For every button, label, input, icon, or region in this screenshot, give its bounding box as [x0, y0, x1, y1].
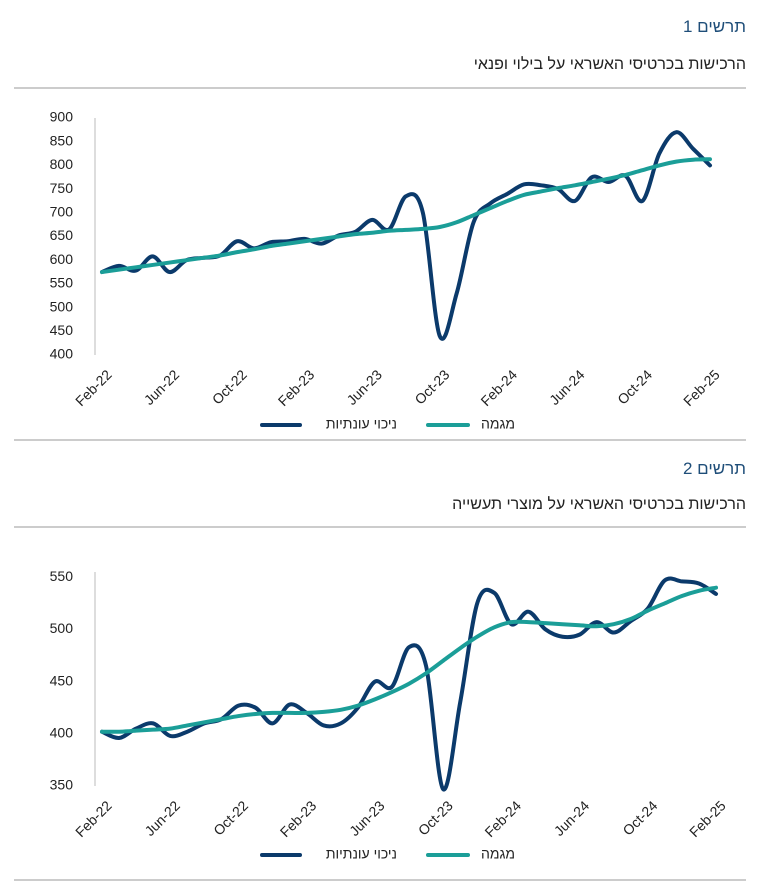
y-tick-label: 700: [50, 204, 74, 220]
x-tick-label: Jun-23: [346, 797, 388, 839]
x-tick-label: Oct-23: [411, 366, 452, 407]
y-tick-label: 450: [50, 322, 74, 338]
y-tick-label: 850: [50, 132, 74, 148]
figure-label: תרשים 2: [682, 459, 746, 478]
legend-label: מגמה: [481, 416, 515, 432]
x-tick-label: Oct-22: [209, 366, 250, 407]
y-tick-label: 900: [50, 109, 74, 125]
series-line: [100, 585, 718, 734]
x-tick-label: Feb-24: [481, 797, 524, 840]
y-tick-label: 500: [50, 620, 74, 636]
x-tick-label: Feb-23: [277, 797, 320, 840]
x-tick-label: Oct-22: [210, 797, 251, 838]
x-tick-label: Jun-24: [546, 366, 588, 408]
series-line: [100, 130, 712, 341]
x-tick-label: Feb-22: [72, 797, 115, 840]
figure-label: תרשים 1: [682, 17, 746, 36]
y-tick-label: 800: [50, 156, 74, 172]
y-tick-label: 350: [50, 777, 74, 793]
y-tick-label: 600: [50, 251, 74, 267]
x-tick-label: Jun-22: [141, 797, 183, 839]
y-tick-label: 650: [50, 227, 74, 243]
series-line: [100, 157, 712, 275]
y-tick-label: 550: [50, 275, 74, 291]
x-tick-label: Oct-24: [614, 366, 655, 407]
x-tick-label: Feb-23: [275, 366, 318, 409]
legend-label: ניכוי עונתיות: [326, 416, 397, 432]
legend-label: מגמה: [481, 846, 515, 862]
x-tick-label: Feb-25: [680, 366, 723, 409]
x-tick-label: Jun-22: [141, 366, 183, 408]
y-tick-label: 450: [50, 672, 74, 688]
legend-label: ניכוי עונתיות: [326, 846, 397, 862]
y-tick-label: 500: [50, 298, 74, 314]
x-tick-label: Feb-25: [686, 797, 729, 840]
y-tick-label: 750: [50, 180, 74, 196]
x-tick-label: Jun-24: [551, 797, 593, 839]
x-tick-label: Feb-24: [477, 366, 520, 409]
y-tick-label: 400: [50, 346, 74, 362]
x-tick-label: Oct-23: [415, 797, 456, 838]
y-tick-label: 550: [50, 568, 74, 584]
x-tick-label: Oct-24: [619, 797, 660, 838]
x-tick-label: Jun-23: [343, 366, 385, 408]
chart-title: הרכישות בכרטיסי האשראי על בילוי ופנאי: [473, 56, 746, 73]
chart-title: הרכישות בכרטיסי האשראי על מוצרי תעשייה: [452, 496, 746, 513]
x-tick-label: Feb-22: [72, 366, 115, 409]
y-tick-label: 400: [50, 725, 74, 741]
